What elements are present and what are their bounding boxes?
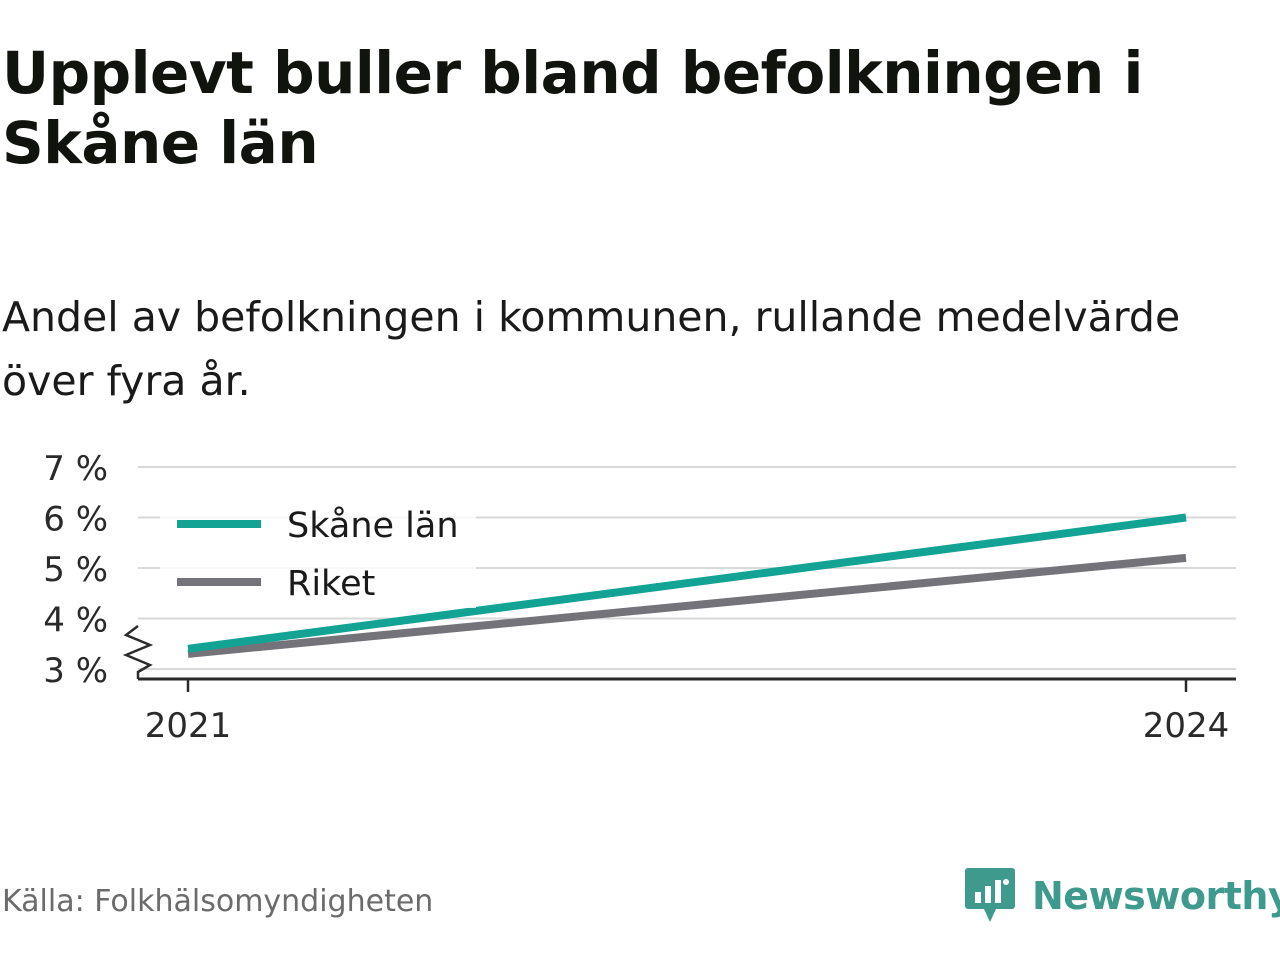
y-tick-label: 3 % bbox=[43, 651, 108, 691]
series-lines bbox=[187, 513, 1187, 658]
legend-background bbox=[160, 490, 476, 608]
legend: Skåne län Riket bbox=[160, 490, 476, 608]
newsworthy-logo-icon bbox=[965, 868, 1015, 922]
x-tick-label: 2021 bbox=[145, 706, 232, 746]
line-chart: 3 % 4 % 5 % 6 % 7 % 2021 2024 Skåne län Riket bbox=[43, 449, 1236, 746]
y-tick-label: 4 % bbox=[43, 601, 108, 641]
source-note: Källa: Folkhälsomyndigheten bbox=[2, 884, 434, 919]
chart-title: Upplevt buller bland befolkningen i Skån… bbox=[2, 39, 1143, 177]
x-tick-label: 2024 bbox=[1143, 706, 1230, 746]
axis-break-icon bbox=[122, 625, 154, 679]
y-tick-label: 7 % bbox=[43, 449, 108, 489]
brand-name: Newsworthy bbox=[1032, 874, 1280, 918]
y-axis-tick-labels: 3 % 4 % 5 % 6 % 7 % bbox=[43, 449, 108, 691]
series-line-skane-lan bbox=[187, 513, 1187, 653]
y-tick-label: 6 % bbox=[43, 500, 108, 540]
x-axis: 2021 2024 bbox=[122, 625, 1236, 746]
legend-label: Skåne län bbox=[287, 505, 459, 546]
brand-logo: Newsworthy bbox=[964, 866, 1280, 926]
legend-label: Riket bbox=[287, 564, 375, 604]
y-tick-label: 5 % bbox=[43, 550, 108, 590]
chart-subtitle: Andel av befolkningen i kommunen, rullan… bbox=[2, 293, 1181, 405]
series-line-riket bbox=[187, 553, 1187, 658]
